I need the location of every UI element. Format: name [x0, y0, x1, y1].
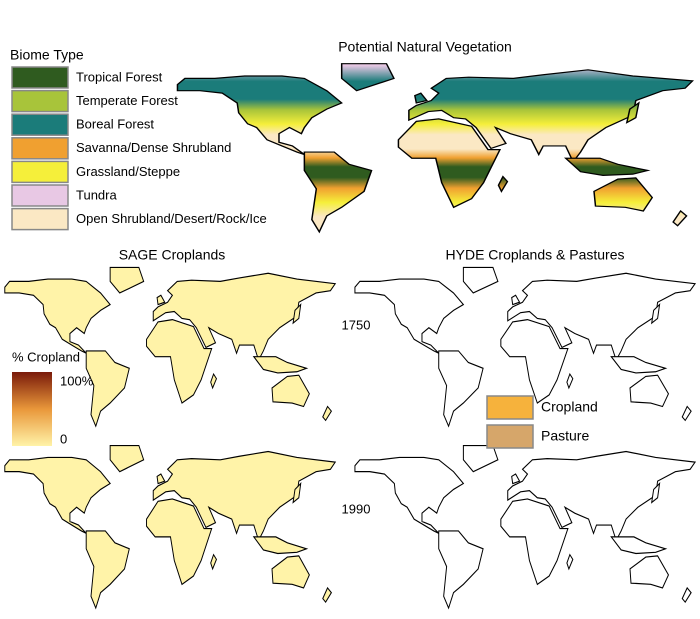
hyde-map-1750 — [354, 266, 696, 427]
legend-label: Temperate Forest — [76, 93, 178, 108]
panel-title: SAGE Croplands — [119, 247, 226, 263]
legend-label: Cropland — [541, 399, 598, 415]
legend-swatch — [486, 424, 534, 449]
legend-label: Tropical Forest — [76, 69, 163, 84]
year-label: 1750 — [342, 317, 371, 332]
legend-swatch — [11, 160, 69, 184]
legend-label: Savanna/Dense Shrubland — [76, 140, 231, 155]
hyde-legend: Cropland Pasture — [486, 395, 598, 449]
legend-swatch — [11, 207, 69, 231]
legend-swatch — [486, 395, 534, 420]
year-label: 1990 — [342, 501, 371, 516]
legend-label: Boreal Forest — [76, 117, 154, 132]
panel-title: HYDE Croplands & Pastures — [446, 247, 625, 263]
legend-title: Biome Type — [10, 47, 84, 63]
colorbar — [12, 372, 52, 446]
hyde-map-1990 — [354, 444, 696, 609]
legend-swatch — [11, 137, 69, 160]
panel-title: Potential Natural Vegetation — [338, 39, 512, 55]
legend-label: Open Shrubland/Desert/Rock/Ice — [76, 211, 267, 226]
legend-swatch — [11, 184, 69, 207]
biome-legend: Tropical Forest Temperate Forest Boreal Fo… — [11, 66, 267, 231]
sage-map-1990 — [4, 444, 336, 609]
colorbar-title: % Cropland — [12, 349, 80, 364]
legend-swatch — [11, 113, 69, 136]
legend-swatch — [11, 89, 69, 113]
legend-label: Grassland/Steppe — [76, 164, 180, 179]
legend-swatch — [11, 66, 69, 89]
legend-label: Tundra — [76, 187, 117, 202]
sage-map-1750 — [4, 266, 336, 427]
legend-label: Pasture — [541, 428, 589, 444]
vegetation-map — [176, 62, 694, 233]
colorbar-min: 0 — [60, 431, 67, 446]
colorbar-max: 100% — [60, 373, 94, 388]
